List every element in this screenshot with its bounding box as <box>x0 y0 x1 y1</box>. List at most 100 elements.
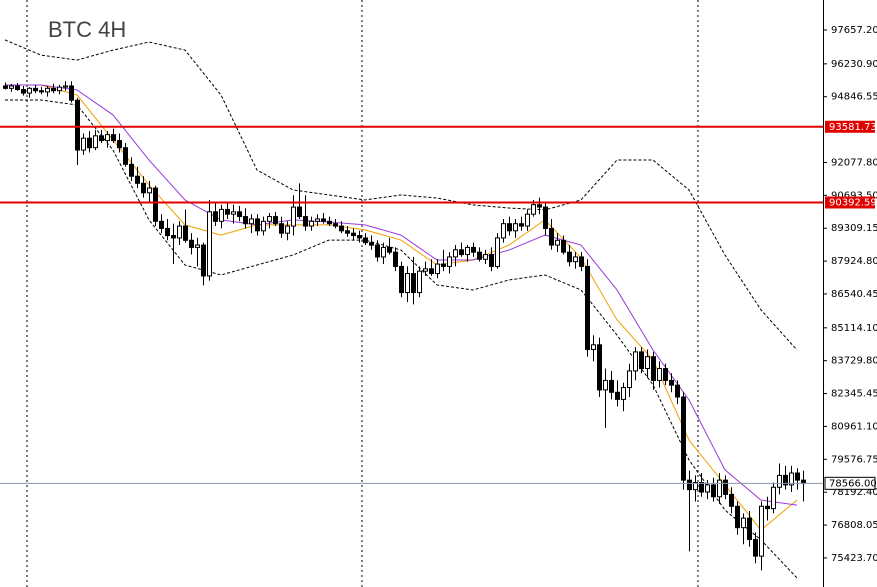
candle-body <box>639 351 644 370</box>
candle-body <box>369 242 374 246</box>
candle-body <box>153 187 158 222</box>
candle-body <box>597 344 602 391</box>
candle-body <box>123 147 128 165</box>
candle-body <box>777 474 782 488</box>
candle-body <box>441 263 446 267</box>
candle-body <box>273 216 278 225</box>
y-tick-label: 80961.10 <box>831 421 877 432</box>
candle-body <box>63 85 68 88</box>
candle-body <box>591 344 596 351</box>
bollinger-band <box>4 39 798 351</box>
y-tick-label: 75423.70 <box>831 553 877 564</box>
candle-body <box>267 216 272 222</box>
candle-body <box>111 134 116 142</box>
candle-body <box>39 90 44 93</box>
level-label: 93581.73 <box>829 122 877 133</box>
candle-body <box>645 356 650 370</box>
candle-body <box>537 204 542 208</box>
y-tick-label: 96230.90 <box>831 59 877 70</box>
candle-body <box>45 87 50 93</box>
candle-body <box>9 85 14 89</box>
y-tick-label: 94846.55 <box>831 92 877 103</box>
candle-body <box>117 140 122 149</box>
candle-body <box>627 370 632 389</box>
candle-body <box>165 227 170 237</box>
candle-body <box>729 493 734 507</box>
y-tick-label: 83729.80 <box>831 356 877 367</box>
candle-body <box>495 237 500 267</box>
candle-body <box>201 244 206 277</box>
candle-body <box>603 379 608 391</box>
candle-body <box>51 87 56 92</box>
candle-body <box>513 223 518 232</box>
candle-body <box>795 472 800 481</box>
candle-body <box>339 225 344 232</box>
candle-body <box>177 225 182 239</box>
y-tick-label: 78192.40 <box>831 487 877 498</box>
candle-body <box>315 218 320 222</box>
candle-body <box>171 235 176 239</box>
candle-body <box>21 89 26 94</box>
y-tick-label: 92077.80 <box>831 157 877 168</box>
candle-body <box>411 273 416 294</box>
candle-body <box>3 85 8 89</box>
candle-body <box>279 223 284 234</box>
candle-body <box>81 137 86 151</box>
candle-body <box>195 244 200 248</box>
y-tick-label: 90693.50 <box>831 190 877 201</box>
level-label: 90392.59 <box>829 197 877 208</box>
candle-body <box>765 505 770 510</box>
candle-body <box>399 265 404 294</box>
candle-body <box>621 387 626 400</box>
candle-body <box>459 249 464 256</box>
last-price-label: 78566.00 <box>829 478 877 489</box>
candle-body <box>573 256 578 263</box>
candle-body <box>531 204 536 215</box>
candle-body <box>99 135 104 142</box>
candle-body <box>219 208 224 222</box>
candle-body <box>345 230 350 234</box>
candle-body <box>333 223 338 227</box>
candle-body <box>147 187 152 194</box>
candle-body <box>75 99 80 151</box>
candle-body <box>489 254 494 267</box>
candle-body <box>387 246 392 253</box>
candle-body <box>501 223 506 239</box>
candle-body <box>579 256 584 267</box>
candle-body <box>615 391 620 400</box>
candle-body <box>255 218 260 232</box>
candle-body <box>297 206 302 218</box>
y-tick-label: 76808.05 <box>831 520 877 531</box>
candle-body <box>213 211 218 222</box>
candle-body <box>159 220 164 229</box>
level-label-box <box>825 120 875 133</box>
candle-body <box>435 263 440 275</box>
candle-body <box>135 175 140 184</box>
candle-body <box>561 239 566 253</box>
last-price-box <box>824 476 876 490</box>
candle-body <box>375 244 380 258</box>
candle-body <box>105 134 110 142</box>
candle-body <box>225 208 230 215</box>
candle-body <box>381 246 386 258</box>
candle-body <box>207 211 212 277</box>
candle-body <box>351 232 356 237</box>
candle-body <box>357 235 362 239</box>
candle-body <box>429 268 434 275</box>
candle-body <box>321 218 326 222</box>
candle-body <box>633 351 638 372</box>
candle-body <box>507 223 512 232</box>
candle-body <box>771 486 776 510</box>
candle-body <box>447 256 452 267</box>
candle-body <box>609 379 614 393</box>
candle-body <box>327 220 332 225</box>
candle-body <box>675 384 680 398</box>
candle-body <box>681 396 686 481</box>
candle-body <box>183 225 188 241</box>
candle-body <box>87 137 92 149</box>
candle-body <box>243 216 248 225</box>
candle-body <box>657 368 662 381</box>
candle-body <box>735 505 740 529</box>
candle-body <box>291 206 296 227</box>
